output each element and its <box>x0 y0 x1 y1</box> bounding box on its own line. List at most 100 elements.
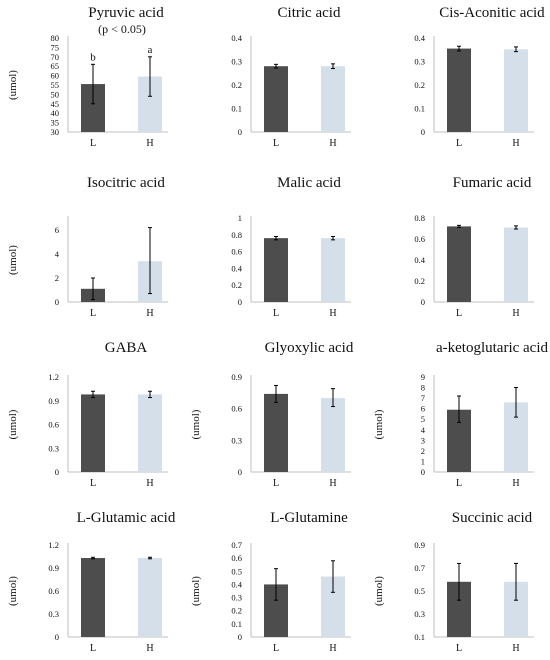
y-tick-label: 0.6 <box>48 420 59 430</box>
y-tick-label: 0 <box>55 297 59 307</box>
y-axis-label: (umol) <box>7 409 19 439</box>
y-tick-label: 0 <box>421 467 425 477</box>
chart-title: L-Glutamine <box>270 510 348 526</box>
x-category-label: L <box>90 643 96 654</box>
chart-title: Malic acid <box>277 175 341 191</box>
x-category-label: L <box>456 643 462 654</box>
bar <box>504 227 528 302</box>
y-tick-label: 30 <box>51 127 60 137</box>
y-tick-label: 0.2 <box>414 80 425 90</box>
bar <box>504 49 528 132</box>
y-tick-label: 0.4 <box>414 255 425 265</box>
x-category-label: H <box>146 308 153 319</box>
y-tick-label: 0.3 <box>48 609 59 619</box>
x-category-label: H <box>146 138 153 149</box>
x-category-label: H <box>329 138 336 149</box>
y-axis-label: (umol) <box>7 70 19 100</box>
y-tick-label: 0.9 <box>414 540 425 550</box>
chart-title: Succinic acid <box>452 510 533 526</box>
y-tick-label: 0.1 <box>231 619 242 629</box>
y-tick-label: 40 <box>51 108 60 118</box>
y-tick-label: 0.6 <box>48 586 59 596</box>
significance-label: a <box>148 44 153 56</box>
y-tick-label: 9 <box>421 372 425 382</box>
y-axis-label: (umol) <box>190 409 202 439</box>
x-category-label: H <box>329 478 336 489</box>
y-tick-label: 7 <box>421 393 425 403</box>
bar <box>264 238 288 302</box>
y-tick-label: 0.2 <box>231 280 242 290</box>
chart-title: L-Glutamic acid <box>77 510 176 526</box>
y-tick-label: 0 <box>55 467 59 477</box>
y-axis-label: (umol) <box>7 576 19 606</box>
y-tick-label: 0 <box>55 632 59 642</box>
y-tick-label: 0.6 <box>414 234 425 244</box>
y-tick-label: 50 <box>51 89 60 99</box>
y-tick-label: 0.2 <box>414 276 425 286</box>
y-tick-label: 4 <box>421 425 426 435</box>
bar <box>447 48 471 133</box>
x-category-label: H <box>512 478 519 489</box>
y-tick-label: 75 <box>51 42 60 52</box>
y-tick-label: 0.8 <box>414 213 425 223</box>
chart-panel: Malic acid 0 0.2 0.4 0.6 0.8 1 L H <box>231 175 351 319</box>
x-category-label: L <box>90 478 96 489</box>
bar <box>321 238 345 302</box>
x-category-label: H <box>146 643 153 654</box>
y-tick-label: 0.2 <box>231 606 242 616</box>
y-tick-label: 0 <box>238 632 242 642</box>
chart-subtitle: (p < 0.05) <box>98 22 146 36</box>
x-category-label: H <box>512 308 519 319</box>
y-tick-label: 0.5 <box>414 586 425 596</box>
bar <box>321 398 345 472</box>
bar <box>447 226 471 302</box>
chart-panel: L-Glutamine (umol) 0 0.1 0.2 0.3 0.4 0.5 0.6 0.7 L… <box>190 510 351 654</box>
chart-title: Cis-Aconitic acid <box>439 5 545 21</box>
y-tick-label: 2 <box>421 446 425 456</box>
x-category-label: L <box>90 138 96 149</box>
chart-panel: Pyruvic acid(p < 0.05) (umol) 303540455055… <box>7 5 168 149</box>
y-tick-label: 0.4 <box>231 263 242 273</box>
y-tick-label: 2 <box>55 273 59 283</box>
y-tick-label: 0.3 <box>231 57 242 67</box>
y-tick-label: 0.9 <box>48 563 59 573</box>
y-tick-label: 55 <box>51 80 60 90</box>
y-tick-label: 0.4 <box>231 33 242 43</box>
x-category-label: H <box>329 643 336 654</box>
y-tick-label: 0.3 <box>231 435 242 445</box>
y-tick-label: 1.2 <box>48 540 59 550</box>
x-category-label: L <box>273 643 279 654</box>
bar <box>264 66 288 132</box>
y-tick-label: 0.6 <box>231 404 242 414</box>
x-category-label: L <box>273 478 279 489</box>
y-tick-label: 0.9 <box>48 396 59 406</box>
y-tick-label: 8 <box>421 383 425 393</box>
y-axis-label: (umol) <box>190 576 202 606</box>
y-axis-label: (umol) <box>7 245 19 275</box>
y-tick-label: 60 <box>51 71 60 81</box>
chart-title: Pyruvic acid <box>88 5 164 21</box>
y-tick-label: 45 <box>51 99 60 109</box>
y-tick-label: 0.5 <box>231 566 242 576</box>
chart-panel: Citric acid 0 0.1 0.2 0.3 0.4 L H <box>231 5 351 149</box>
x-category-label: L <box>273 138 279 149</box>
y-tick-label: 1 <box>421 456 425 466</box>
x-category-label: L <box>456 478 462 489</box>
x-category-label: H <box>146 478 153 489</box>
bar <box>138 394 162 472</box>
x-category-label: H <box>329 308 336 319</box>
y-tick-label: 0.8 <box>231 230 242 240</box>
y-tick-label: 0.9 <box>231 372 242 382</box>
y-axis-label: (umol) <box>373 409 385 439</box>
y-tick-label: 0.1 <box>414 632 425 642</box>
y-tick-label: 0 <box>238 127 242 137</box>
chart-title: GABA <box>105 340 148 356</box>
chart-panel: Succinic acid (umol) 0.1 0.3 0.5 0.7 0.9 L H <box>373 510 534 654</box>
chart-panel: Fumaric acid 0 0.2 0.4 0.6 0.8 L H <box>414 175 534 319</box>
y-tick-label: 80 <box>51 33 60 43</box>
x-category-label: L <box>456 308 462 319</box>
x-category-label: L <box>273 308 279 319</box>
y-tick-label: 65 <box>51 61 60 71</box>
